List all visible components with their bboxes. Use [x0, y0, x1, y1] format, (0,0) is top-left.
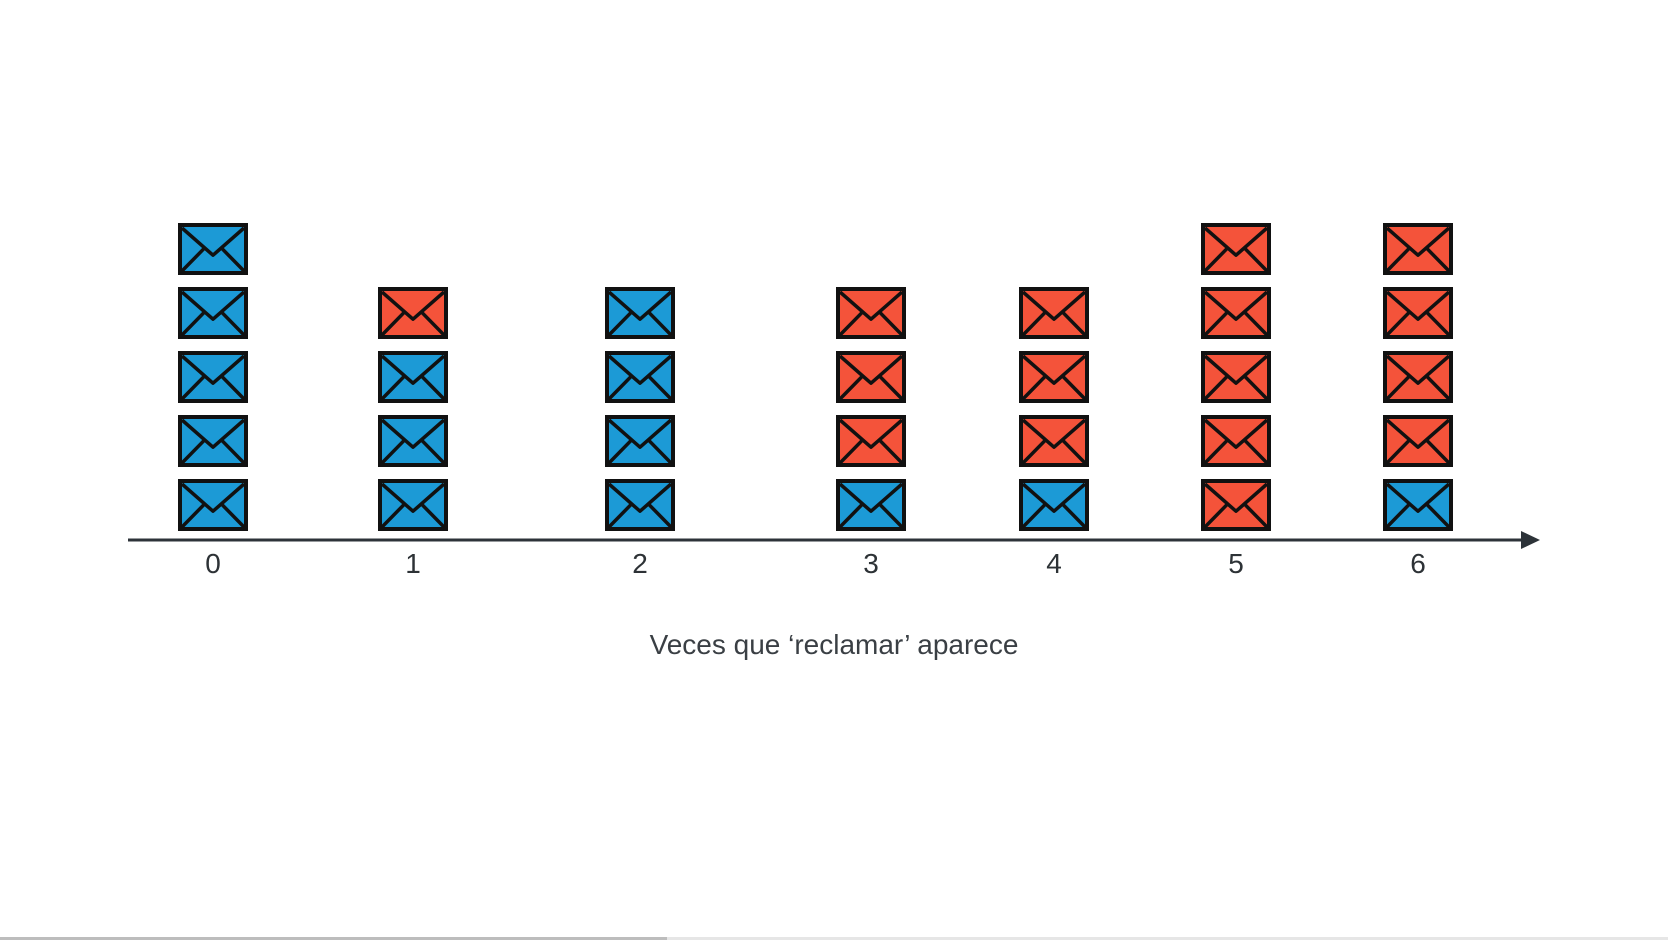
envelope-icon: [178, 223, 248, 275]
envelope-icon: [1201, 479, 1271, 531]
x-tick-label: 6: [1410, 548, 1426, 579]
envelope-icon: [1019, 479, 1089, 531]
x-axis-title: Veces que ‘reclamar’ aparece: [650, 629, 1019, 660]
column-5: [1201, 223, 1271, 531]
envelope-icon: [1019, 351, 1089, 403]
envelope-icon: [1019, 415, 1089, 467]
envelope-icon: [178, 479, 248, 531]
envelope-icon: [378, 479, 448, 531]
x-tick-label: 0: [205, 548, 221, 579]
envelope-icon: [178, 415, 248, 467]
envelope-icon: [1201, 223, 1271, 275]
column-4: [1019, 287, 1089, 531]
envelope-icon: [378, 287, 448, 339]
envelope-icon: [605, 287, 675, 339]
video-progress-fill: [0, 937, 668, 940]
column-3: [836, 287, 906, 531]
envelope-icon: [178, 287, 248, 339]
envelope-icon: [378, 415, 448, 467]
x-tick-label: 1: [405, 548, 421, 579]
column-1: [378, 287, 448, 531]
envelope-icon: [1383, 287, 1453, 339]
x-tick-labels: 0 1 2 3 4 5 6: [205, 548, 1426, 579]
envelope-icon: [178, 351, 248, 403]
column-2: [605, 287, 675, 531]
envelope-icon: [1201, 287, 1271, 339]
envelope-icon: [836, 479, 906, 531]
envelope-icon: [605, 351, 675, 403]
envelope-icon: [836, 415, 906, 467]
envelope-icon: [836, 287, 906, 339]
envelope-icon: [1383, 223, 1453, 275]
x-axis-arrowhead: [1521, 531, 1540, 549]
envelope-icon: [1019, 287, 1089, 339]
envelope-icon: [1383, 479, 1453, 531]
column-6: [1383, 223, 1453, 531]
envelope-icon: [1201, 415, 1271, 467]
x-tick-label: 2: [632, 548, 648, 579]
envelope-icon: [605, 479, 675, 531]
envelope-icon: [836, 351, 906, 403]
envelope-columns: [178, 223, 1453, 531]
envelope-icon: [378, 351, 448, 403]
envelope-icon: [1201, 351, 1271, 403]
envelope-icon: [605, 415, 675, 467]
envelope-icon: [1383, 415, 1453, 467]
video-progress-bar[interactable]: [0, 937, 1668, 940]
envelope-icon: [1383, 351, 1453, 403]
x-tick-label: 4: [1046, 548, 1062, 579]
column-0: [178, 223, 248, 531]
x-tick-label: 3: [863, 548, 879, 579]
x-tick-label: 5: [1228, 548, 1244, 579]
